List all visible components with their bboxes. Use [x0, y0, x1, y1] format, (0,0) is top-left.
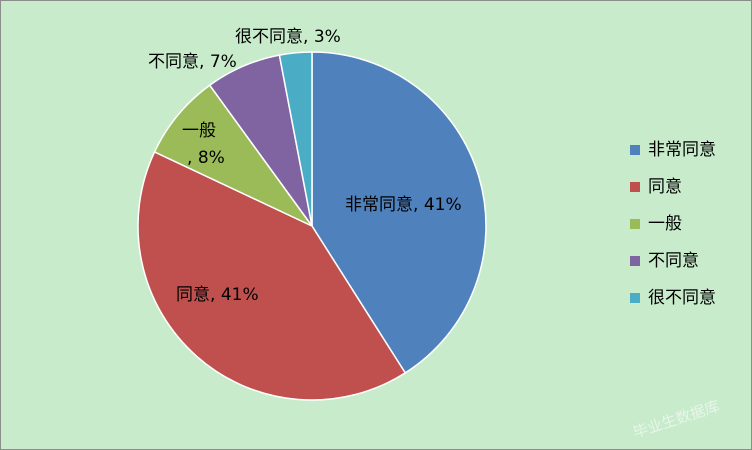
legend-label-strongly-agree: 非常同意	[648, 140, 716, 160]
data-label-agree-value: 41%	[221, 285, 259, 305]
data-label-agree: 同意, 41%	[176, 285, 259, 305]
legend-swatch-neutral	[630, 219, 640, 229]
legend-label-strongly-disagree: 很不同意	[648, 288, 716, 308]
legend: 非常同意 同意 一般 不同意 很不同意	[630, 140, 716, 308]
data-label-neutral: , 8%	[187, 148, 225, 168]
data-label-strongly-agree: 非常同意, 41%	[345, 195, 462, 215]
data-label-agree-name: 同意	[176, 285, 210, 305]
legend-swatch-strongly-disagree	[630, 293, 640, 303]
data-label-strongly-disagree: 很不同意, 3%	[235, 27, 341, 47]
data-label-strongly-disagree-name: 很不同意	[235, 27, 303, 47]
data-label-strongly-agree-name: 非常同意	[345, 195, 413, 215]
legend-label-neutral: 一般	[648, 214, 682, 234]
data-label-strongly-agree-value: 41%	[424, 195, 462, 215]
data-label-strongly-disagree-value: 3%	[314, 27, 341, 47]
data-label-disagree: 不同意, 7%	[148, 52, 237, 72]
legend-swatch-disagree	[630, 256, 640, 266]
watermark-text: 毕业生数据库	[631, 397, 722, 442]
data-label-neutral-name: 一般	[182, 121, 216, 141]
pie-slices	[137, 51, 487, 401]
slice-agree	[137, 150, 407, 401]
legend-swatch-strongly-agree	[630, 145, 640, 155]
legend-swatch-agree	[630, 182, 640, 192]
legend-label-disagree: 不同意	[648, 251, 699, 271]
data-label-disagree-value: 7%	[210, 52, 237, 72]
data-label-disagree-name: 不同意	[148, 52, 199, 72]
legend-label-agree: 同意	[648, 177, 682, 197]
data-labels: 非常同意, 41% 同意, 41% 一般 , 8% 不同意, 7% 很不同意, …	[148, 27, 462, 305]
data-label-neutral-value: 8%	[198, 148, 225, 168]
slice-strongly-disagree	[278, 51, 313, 227]
slice-strongly-agree	[311, 51, 487, 374]
